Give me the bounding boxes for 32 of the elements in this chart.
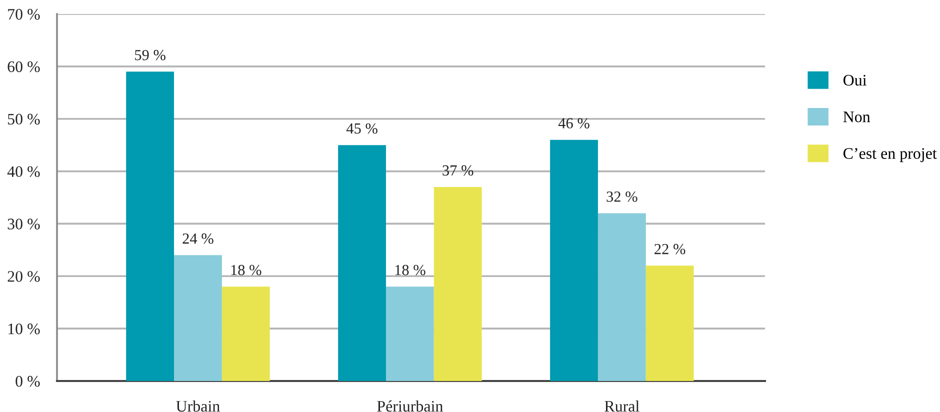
- bar: [598, 213, 646, 381]
- legend-label: C’est en projet: [843, 148, 937, 162]
- data-label: 18 %: [231, 264, 262, 276]
- data-label: 32 %: [606, 191, 638, 202]
- x-tick-label: Périurbain: [377, 400, 443, 412]
- x-tick-label: Urbain: [176, 400, 220, 412]
- y-tick-label: 10 %: [8, 323, 40, 334]
- bar: [126, 72, 174, 381]
- data-label: 18 %: [395, 264, 426, 276]
- bar: [338, 145, 386, 381]
- x-tick-label: Rural: [604, 400, 640, 412]
- data-label: 45 %: [346, 123, 378, 134]
- y-tick-label: 50 %: [8, 114, 40, 125]
- y-tick-label: 40 %: [7, 166, 40, 178]
- data-label: 24 %: [182, 233, 214, 244]
- y-tick-label: 0 %: [16, 376, 40, 387]
- bar: [434, 187, 482, 381]
- legend-label: Non: [843, 112, 870, 122]
- data-label: 22 %: [654, 244, 686, 254]
- bar: [550, 140, 598, 381]
- bar: [646, 266, 694, 381]
- data-label: 37 %: [442, 165, 474, 176]
- y-tick-label: 70 %: [8, 8, 40, 20]
- bar: [174, 255, 222, 381]
- legend-label: Oui: [843, 74, 866, 86]
- y-tick-label: 20 %: [8, 271, 40, 282]
- y-tick-label: 30 %: [8, 218, 40, 230]
- data-label: 46 %: [558, 118, 590, 128]
- bar: [222, 286, 270, 381]
- data-label: 59 %: [135, 50, 166, 60]
- bar: [386, 286, 434, 381]
- y-tick-label: 60 %: [8, 61, 40, 72]
